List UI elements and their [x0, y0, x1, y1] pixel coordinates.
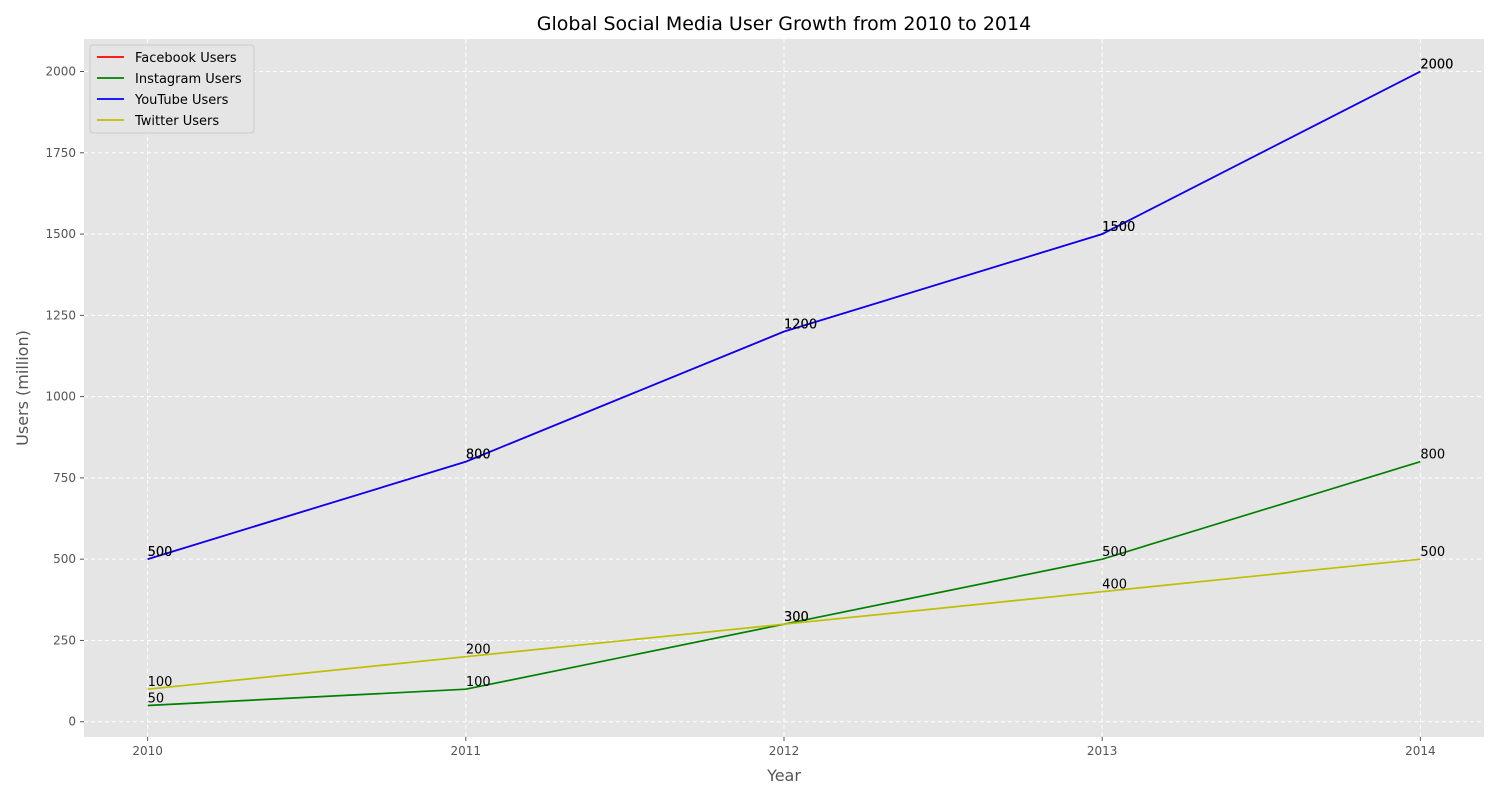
series-lines — [147, 70, 1421, 707]
legend-box — [89, 44, 255, 134]
data-label: 100 — [466, 675, 491, 690]
y-tick-label: 250 — [53, 633, 76, 647]
x-tick-label: 2014 — [1405, 744, 1436, 758]
legend-entry: Twitter Users — [134, 114, 219, 129]
y-tick-label: 0 — [68, 715, 76, 729]
legend-entry: YouTube Users — [134, 93, 229, 108]
legend-entry: Instagram Users — [135, 72, 242, 87]
data-label: 800 — [466, 448, 491, 463]
data-label: 500 — [148, 545, 173, 560]
axis-ticks: 2010 2011 2012 2013 2014 0 250 500 750 1000 1250 15… — [45, 65, 1435, 758]
y-tick-label: 1250 — [45, 308, 76, 322]
y-tick-label: 500 — [53, 552, 76, 566]
data-label: 200 — [466, 643, 491, 658]
data-label: 2000 — [1420, 58, 1453, 73]
y-axis-title: Users (million) — [13, 330, 32, 446]
data-label: 100 — [148, 675, 173, 690]
x-tick-label: 2012 — [769, 744, 800, 758]
data-label: 50 — [148, 691, 165, 706]
data-label: 1500 — [1102, 220, 1135, 235]
data-label: 300 — [784, 610, 809, 625]
data-label: 800 — [1420, 448, 1445, 463]
grid-lines — [84, 39, 1484, 737]
y-tick-label: 750 — [53, 471, 76, 485]
data-label: 500 — [148, 545, 173, 560]
chart-title: Global Social Media User Growth from 201… — [537, 13, 1031, 35]
x-tick-label: 2013 — [1087, 744, 1118, 758]
x-axis-title: Year — [766, 766, 801, 785]
y-tick-label: 1750 — [45, 146, 76, 160]
y-tick-label: 1500 — [45, 227, 76, 241]
data-label: 500 — [1102, 545, 1127, 560]
plot-background — [84, 39, 1484, 737]
data-label: 1500 — [1102, 220, 1135, 235]
series-line-2 — [147, 70, 1421, 560]
y-tick-label: 1000 — [45, 390, 76, 404]
data-label: 1200 — [784, 318, 817, 333]
series-line-3 — [147, 558, 1421, 691]
data-label: 400 — [1102, 578, 1127, 593]
y-tick-label: 2000 — [45, 65, 76, 79]
data-label: 300 — [784, 610, 809, 625]
data-label: 1200 — [784, 318, 817, 333]
legend: Facebook Users Instagram Users YouTube Use… — [89, 44, 255, 134]
x-tick-label: 2011 — [451, 744, 482, 758]
legend-entry: Facebook Users — [135, 51, 237, 66]
data-label: 2000 — [1420, 58, 1453, 73]
data-label: 500 — [1420, 545, 1445, 560]
x-tick-label: 2010 — [132, 744, 163, 758]
data-labels: 5008001200150020005010030050080050080012… — [148, 58, 1454, 707]
data-label: 800 — [466, 448, 491, 463]
